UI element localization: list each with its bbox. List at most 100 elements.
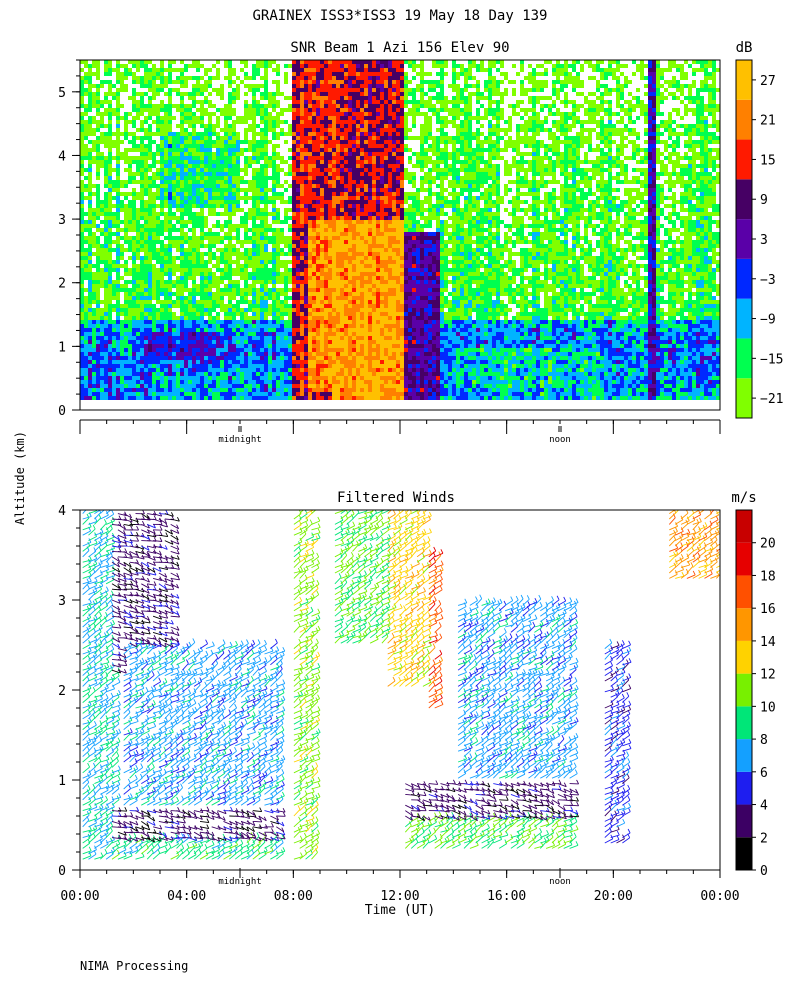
snr-cell [312,372,316,376]
snr-cell [256,196,260,200]
snr-cell [272,396,276,400]
snr-cell [100,348,104,352]
snr-cell [116,252,120,256]
snr-cell [136,292,140,296]
snr-cell [272,272,276,276]
snr-cell [128,176,132,180]
snr-cell [144,204,148,208]
snr-cell [168,280,172,284]
snr-cell [212,104,216,108]
snr-cell [308,336,312,340]
snr-title: SNR Beam 1 Azi 156 Elev 90 [290,40,509,56]
snr-cell [256,240,260,244]
snr-cell [232,176,236,180]
snr-cell [308,108,312,112]
snr-cell [200,352,204,356]
snr-cell [212,160,216,164]
snr-cell [144,324,148,328]
snr-cell [180,112,184,116]
snr-cell [296,120,300,124]
snr-cell [324,388,328,392]
snr-cell [96,172,100,176]
snr-cell [308,396,312,400]
snr-cell [88,324,92,328]
snr-cell [92,84,96,88]
snr-cell [180,156,184,160]
snr-cell [184,76,188,80]
snr-cell [100,136,104,140]
snr-cell [88,160,92,164]
snr-cell [272,228,276,232]
snr-cell [260,120,264,124]
snr-cell [216,92,220,96]
snr-cell [92,376,96,380]
snr-cell [332,228,336,232]
snr-cell [212,232,216,236]
snr-cell [188,176,192,180]
snr-cell [232,200,236,204]
snr-cell [276,240,280,244]
snr-cell [124,384,128,388]
snr-cell [160,200,164,204]
snr-cell [228,156,232,160]
snr-cell [280,108,284,112]
snr-cell [308,76,312,80]
snr-cell [136,128,140,132]
snr-cell [84,248,88,252]
snr-cell [208,244,212,248]
snr-cell [140,300,144,304]
snr-cell [304,92,308,96]
snr-cell [272,68,276,72]
snr-cell [264,152,268,156]
snr-cell [308,300,312,304]
snr-cell [120,304,124,308]
snr-cell [284,372,288,376]
snr-cell [96,368,100,372]
snr-cell [260,212,264,216]
snr-cell [232,384,236,388]
snr-cell [276,288,280,292]
snr-cell [308,128,312,132]
snr-cell [160,104,164,108]
snr-cell [104,180,108,184]
snr-cell [112,220,116,224]
snr-cell [208,176,212,180]
snr-cell [192,384,196,388]
snr-cell [224,188,228,192]
snr-cell [192,348,196,352]
snr-cell [228,64,232,68]
snr-cell [348,236,352,240]
snr-cell [108,328,112,332]
snr-cell [164,332,168,336]
snr-cell [344,376,348,380]
snr-cell [308,148,312,152]
snr-cell [112,92,116,96]
snr-cell [280,356,284,360]
snr-cell [340,228,344,232]
snr-cell [124,196,128,200]
snr-cell [148,72,152,76]
snr-cell [348,96,352,100]
snr-cell [344,368,348,372]
snr-cell [252,156,256,160]
snr-cell [152,184,156,188]
snr-cell [312,348,316,352]
snr-cell [296,388,300,392]
snr-cell [144,292,148,296]
snr-cell [316,284,320,288]
snr-cell [212,372,216,376]
snr-cell [84,168,88,172]
snr-cell [96,352,100,356]
snr-cell [192,64,196,68]
snr-cell [164,148,168,152]
snr-cell [148,248,152,252]
snr-cell [184,372,188,376]
snr-cell [324,324,328,328]
snr-cell [348,168,352,172]
snr-cell [248,368,252,372]
snr-cell [304,368,308,372]
snr-cell [312,236,316,240]
snr-cell [324,252,328,256]
snr-cell [244,328,248,332]
